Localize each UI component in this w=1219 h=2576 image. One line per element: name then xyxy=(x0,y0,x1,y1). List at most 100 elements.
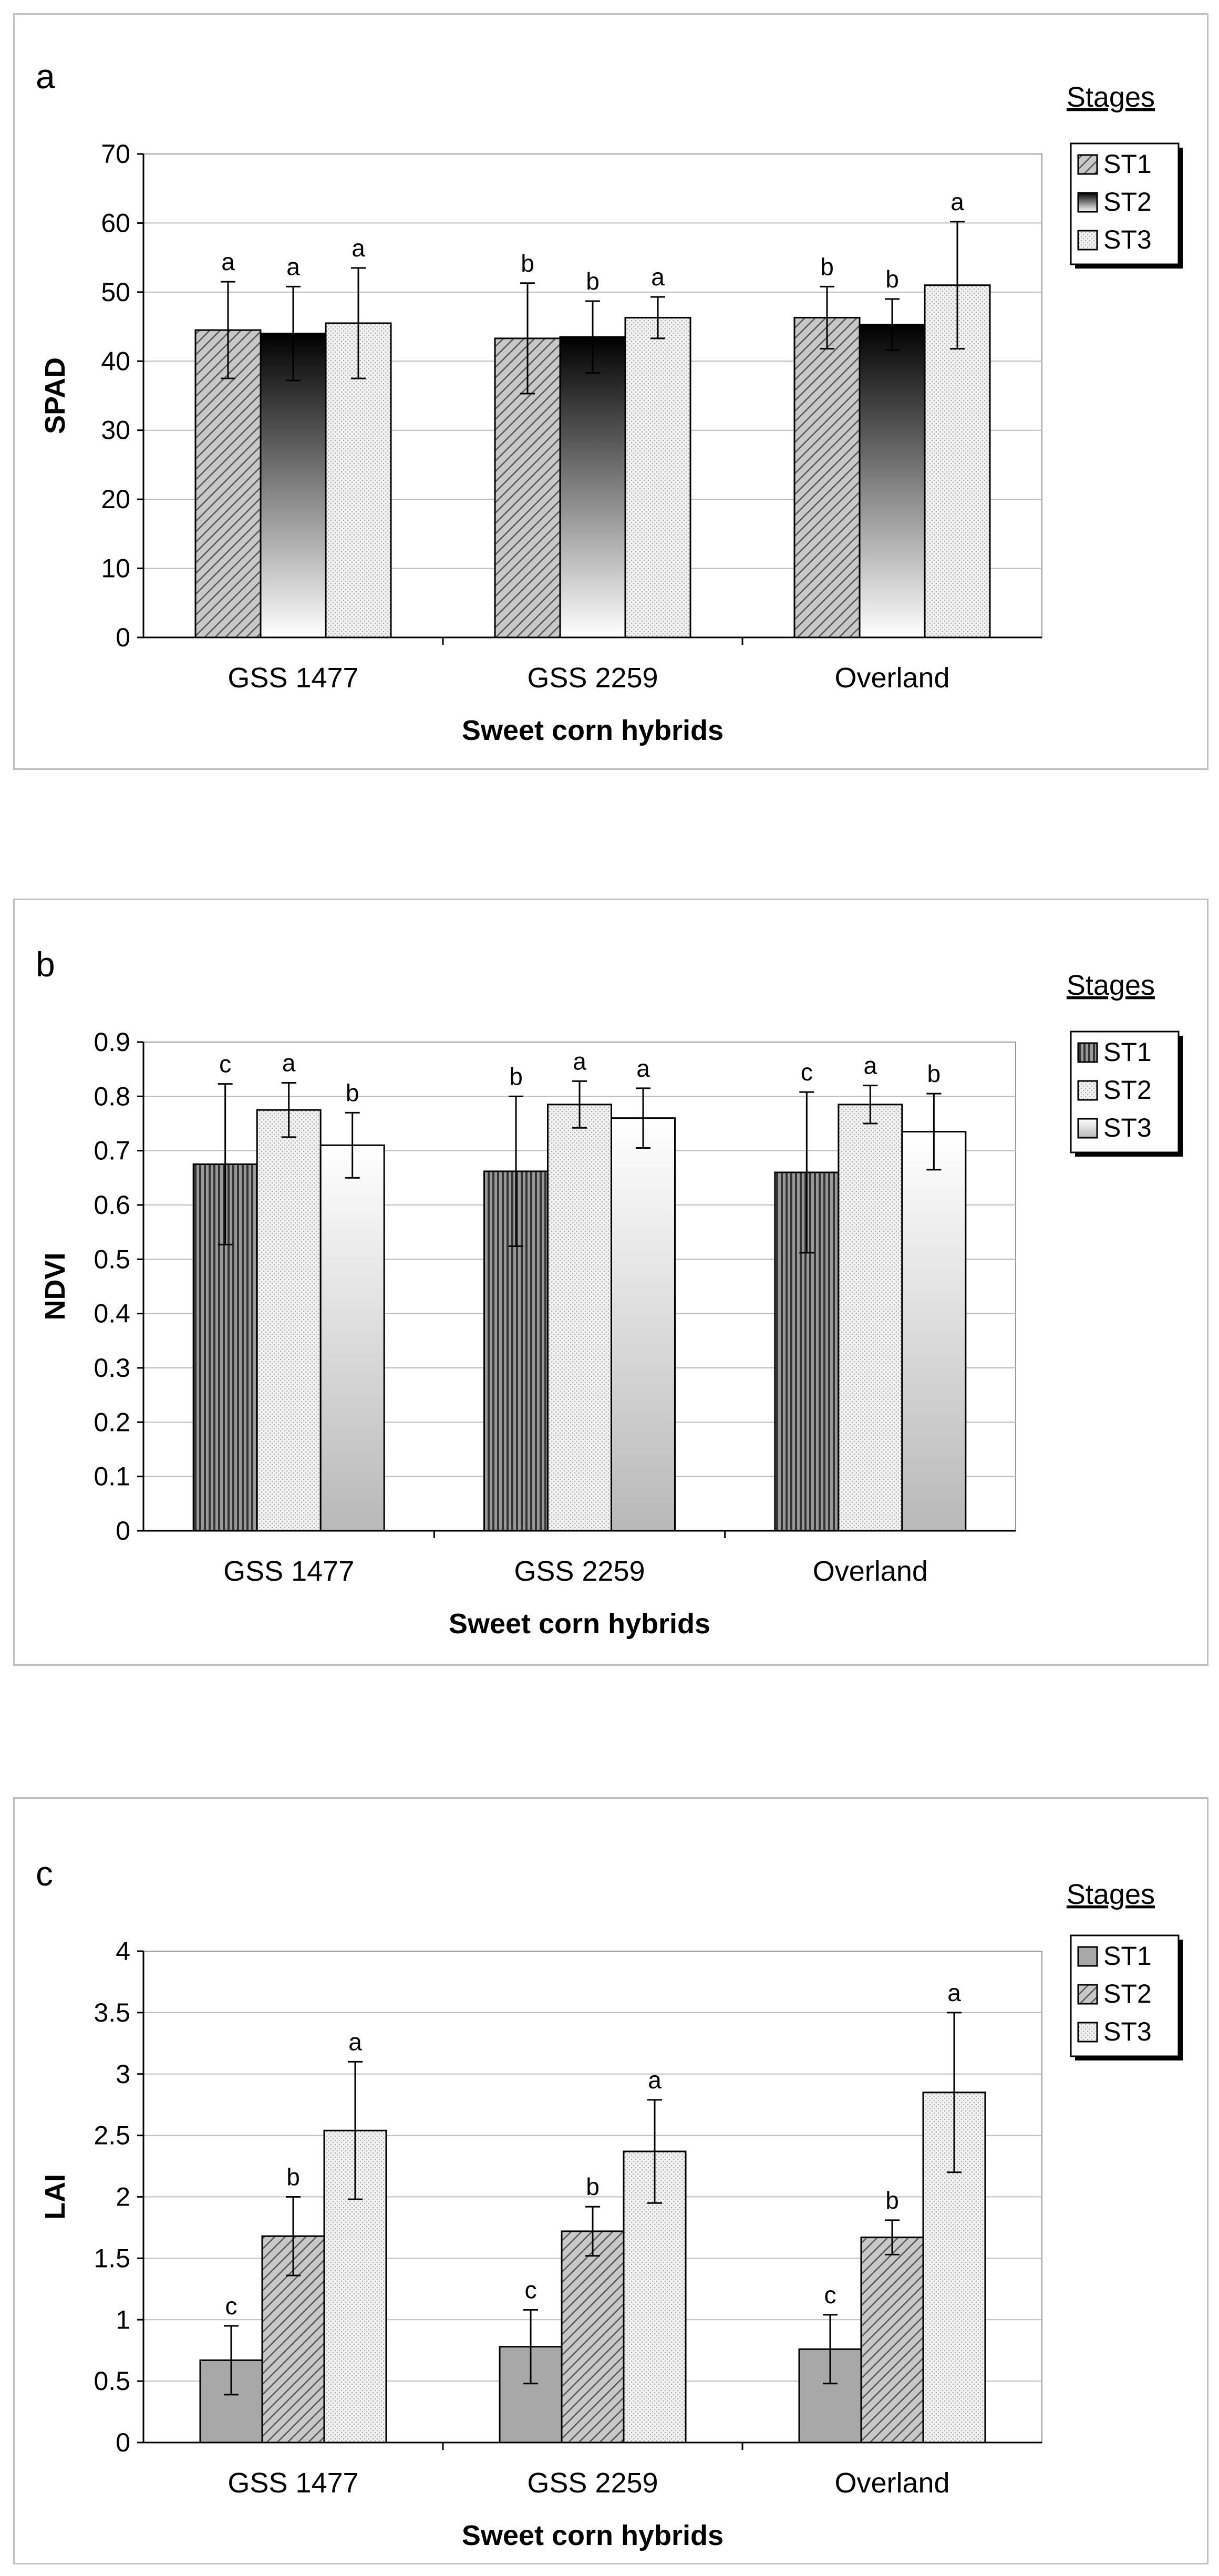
x-axis-title: Sweet corn hybrids xyxy=(462,2520,724,2551)
legend-label: ST3 xyxy=(1103,1113,1152,1142)
y-tick-label: 1 xyxy=(116,2305,130,2334)
legend-label: ST3 xyxy=(1103,225,1152,254)
y-tick-label: 3 xyxy=(116,2059,130,2089)
x-axis-title: Sweet corn hybrids xyxy=(462,715,724,746)
bar xyxy=(624,316,691,638)
legend-swatch xyxy=(1077,1946,1098,1967)
y-tick-label: 0 xyxy=(116,1516,130,1545)
panel-letter: b xyxy=(36,945,55,984)
significance-letter: b xyxy=(286,2163,300,2191)
y-tick-label: 0.7 xyxy=(94,1136,130,1166)
significance-letter: a xyxy=(864,1052,877,1079)
significance-letter: c xyxy=(801,1058,813,1086)
legend-swatch xyxy=(1077,1984,1098,2005)
bar xyxy=(860,2237,924,2444)
significance-letter: a xyxy=(951,188,964,215)
y-axis-title: LAI xyxy=(39,2174,71,2220)
significance-letter: a xyxy=(947,1979,961,2006)
category-label: Overland xyxy=(834,662,949,694)
y-tick-label: 0.8 xyxy=(94,1081,130,1111)
significance-letter: a xyxy=(352,234,365,262)
y-tick-label: 20 xyxy=(101,485,130,514)
bar xyxy=(547,1104,612,1532)
significance-letter: b xyxy=(927,1060,941,1087)
significance-letter: a xyxy=(286,253,300,280)
y-tick-label: 0.6 xyxy=(94,1190,130,1220)
y-axis-title: SPAD xyxy=(39,357,71,434)
y-tick-label: 60 xyxy=(101,208,130,238)
significance-letter: b xyxy=(521,250,534,277)
y-tick-label: 2 xyxy=(116,2182,130,2212)
chart-b-svg: b 0 0.1 0.2 0.3 0.4 0.5 0.6 0.7 0.8 0.9 GSS 1477 c a b… xyxy=(36,945,1183,1640)
legend-swatch xyxy=(1077,1118,1098,1139)
significance-letter: b xyxy=(346,1079,359,1106)
significance-letter: c xyxy=(225,2292,237,2320)
significance-letter: a xyxy=(648,2066,662,2094)
significance-letter: b xyxy=(885,265,899,293)
category-label: Overland xyxy=(813,1555,928,1587)
y-tick-label: 0.2 xyxy=(94,1407,130,1437)
significance-letter: b xyxy=(509,1063,523,1090)
bar xyxy=(611,1117,676,1532)
chart-panel-a: a 0 10 20 30 40 50 60 70 GSS 1477 a a a GSS 2259 b b a Ov… xyxy=(13,13,1208,770)
significance-letter: b xyxy=(885,2187,899,2214)
bar xyxy=(793,316,861,638)
category-label: GSS 2259 xyxy=(514,1555,645,1587)
bar xyxy=(838,1104,903,1532)
legend-label: ST1 xyxy=(1103,1037,1152,1067)
y-tick-label: 1.5 xyxy=(94,2243,130,2273)
chart-panel-c: c 0 0.5 1 1.5 2 2.5 3 3.5 4 GSS 1477 c b a GSS 2259 c b a… xyxy=(13,1797,1208,2564)
y-tick-label: 2.5 xyxy=(94,2121,130,2150)
y-tick-label: 40 xyxy=(101,346,130,376)
significance-letter: b xyxy=(586,267,600,295)
y-tick-label: 70 xyxy=(101,139,130,169)
category-label: GSS 1477 xyxy=(228,2467,358,2499)
y-tick-label: 10 xyxy=(101,554,130,583)
legend-label: ST2 xyxy=(1103,1075,1152,1105)
legend-label: ST3 xyxy=(1103,2017,1152,2046)
bar xyxy=(261,2235,325,2444)
y-tick-label: 4 xyxy=(116,1936,130,1966)
category-label: Overland xyxy=(834,2467,949,2499)
legend-title: Stages xyxy=(1067,81,1155,113)
category-label: GSS 1477 xyxy=(223,1555,354,1587)
legend-swatch xyxy=(1077,1042,1098,1063)
y-tick-label: 0.9 xyxy=(94,1027,130,1057)
y-axis-title: NDVI xyxy=(39,1252,71,1320)
legend-title: Stages xyxy=(1067,970,1155,1001)
significance-letter: a xyxy=(573,1047,586,1075)
y-tick-label: 50 xyxy=(101,277,130,307)
bar xyxy=(901,1131,967,1532)
y-tick-label: 0.1 xyxy=(94,1462,130,1491)
significance-letter: b xyxy=(586,2173,600,2200)
significance-letter: a xyxy=(348,2028,362,2055)
legend-swatch xyxy=(1077,192,1098,213)
y-tick-label: 0 xyxy=(116,2428,130,2457)
bar xyxy=(194,329,262,638)
significance-letter: c xyxy=(219,1050,231,1078)
panel-letter: a xyxy=(36,57,55,96)
chart-panel-b: b 0 0.1 0.2 0.3 0.4 0.5 0.6 0.7 0.8 0.9 GSS 1477 c a b… xyxy=(13,899,1208,1666)
chart-a-svg: a 0 10 20 30 40 50 60 70 GSS 1477 a a a GSS 2259 b b a Ov… xyxy=(36,57,1183,746)
significance-letter: a xyxy=(651,263,665,291)
significance-letter: a xyxy=(221,248,235,275)
y-tick-label: 3.5 xyxy=(94,1998,130,2027)
category-label: GSS 2259 xyxy=(527,662,658,694)
legend-swatch xyxy=(1077,2022,1098,2043)
panel-letter: c xyxy=(36,1854,53,1893)
bar xyxy=(561,2230,625,2444)
x-axis-title: Sweet corn hybrids xyxy=(449,1608,710,1640)
bar xyxy=(859,324,926,638)
y-tick-label: 0.5 xyxy=(94,2366,130,2396)
significance-letter: c xyxy=(824,2281,836,2309)
legend-swatch xyxy=(1077,230,1098,251)
legend-label: ST1 xyxy=(1103,1941,1152,1971)
significance-letter: a xyxy=(282,1049,296,1077)
bar xyxy=(559,336,626,638)
significance-letter: c xyxy=(525,2276,537,2304)
y-tick-label: 0 xyxy=(116,623,130,652)
bar xyxy=(256,1109,322,1532)
significance-letter: b xyxy=(820,253,834,280)
legend-swatch xyxy=(1077,154,1098,175)
legend-label: ST1 xyxy=(1103,149,1152,179)
